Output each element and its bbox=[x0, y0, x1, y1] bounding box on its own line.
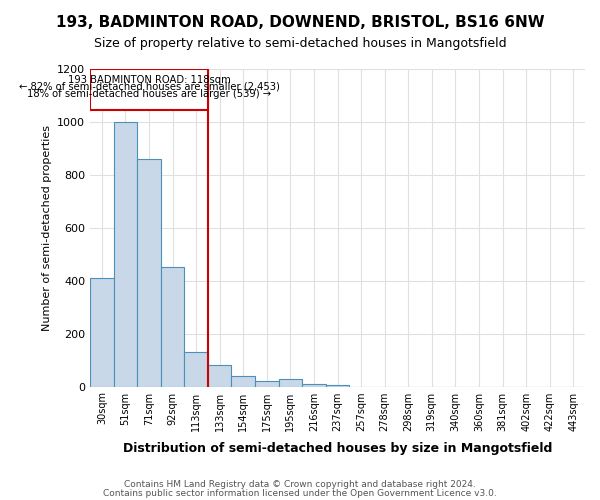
Bar bbox=[326, 385, 349, 386]
Bar bbox=[255, 381, 278, 386]
Bar bbox=[302, 384, 326, 386]
Bar bbox=[232, 376, 255, 386]
Text: Contains HM Land Registry data © Crown copyright and database right 2024.: Contains HM Land Registry data © Crown c… bbox=[124, 480, 476, 489]
FancyBboxPatch shape bbox=[90, 69, 208, 110]
Text: 193 BADMINTON ROAD: 118sqm: 193 BADMINTON ROAD: 118sqm bbox=[68, 75, 230, 85]
X-axis label: Distribution of semi-detached houses by size in Mangotsfield: Distribution of semi-detached houses by … bbox=[123, 442, 552, 455]
Bar bbox=[137, 159, 161, 386]
Bar bbox=[278, 378, 302, 386]
Bar bbox=[90, 278, 113, 386]
Text: ← 82% of semi-detached houses are smaller (2,453): ← 82% of semi-detached houses are smalle… bbox=[19, 82, 280, 92]
Bar bbox=[113, 122, 137, 386]
Bar bbox=[184, 352, 208, 386]
Bar bbox=[208, 366, 232, 386]
Text: Size of property relative to semi-detached houses in Mangotsfield: Size of property relative to semi-detach… bbox=[94, 38, 506, 51]
Text: 193, BADMINTON ROAD, DOWNEND, BRISTOL, BS16 6NW: 193, BADMINTON ROAD, DOWNEND, BRISTOL, B… bbox=[56, 15, 544, 30]
Text: 18% of semi-detached houses are larger (539) →: 18% of semi-detached houses are larger (… bbox=[27, 88, 271, 99]
Bar bbox=[161, 268, 184, 386]
Text: Contains public sector information licensed under the Open Government Licence v3: Contains public sector information licen… bbox=[103, 488, 497, 498]
Y-axis label: Number of semi-detached properties: Number of semi-detached properties bbox=[41, 125, 52, 331]
